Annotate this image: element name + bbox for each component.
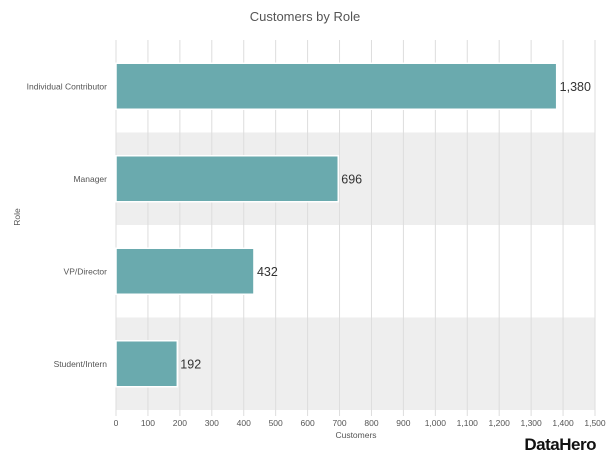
x-axis-title: Customers — [335, 430, 376, 440]
datahero-logo: DataHero — [524, 435, 596, 454]
x-tick-label: 400 — [237, 418, 251, 428]
x-tick-label: 0 — [114, 418, 119, 428]
bar-value-label: 696 — [341, 172, 362, 186]
bar — [115, 340, 179, 388]
y-category-label: Manager — [73, 174, 107, 184]
x-tick-label: 1,300 — [520, 418, 542, 428]
y-category-label: VP/Director — [64, 266, 108, 276]
y-category-label: Individual Contributor — [27, 81, 107, 91]
x-tick-label: 100 — [141, 418, 155, 428]
row-band — [116, 317, 595, 410]
x-tick-label: 1,000 — [425, 418, 447, 428]
bar-value-label: 192 — [180, 357, 201, 371]
bar — [115, 62, 558, 110]
bar — [115, 155, 340, 203]
bar-value-label: 432 — [257, 265, 278, 279]
x-tick-label: 600 — [301, 418, 315, 428]
x-tick-label: 300 — [205, 418, 219, 428]
bar-value-label: 1,380 — [560, 80, 591, 94]
x-tick-label: 1,400 — [552, 418, 574, 428]
y-category-label: Student/Intern — [54, 359, 108, 369]
x-tick-label: 1,200 — [489, 418, 511, 428]
x-tick-label: 800 — [364, 418, 378, 428]
x-tick-label: 900 — [396, 418, 410, 428]
x-tick-label: 1,500 — [584, 418, 606, 428]
x-tick-label: 1,100 — [457, 418, 479, 428]
bar — [115, 247, 255, 295]
y-axis-title: Role — [12, 208, 22, 226]
x-tick-label: 200 — [173, 418, 187, 428]
x-tick-label: 700 — [332, 418, 346, 428]
chart-title: Customers by Role — [250, 9, 361, 24]
x-tick-label: 500 — [269, 418, 283, 428]
